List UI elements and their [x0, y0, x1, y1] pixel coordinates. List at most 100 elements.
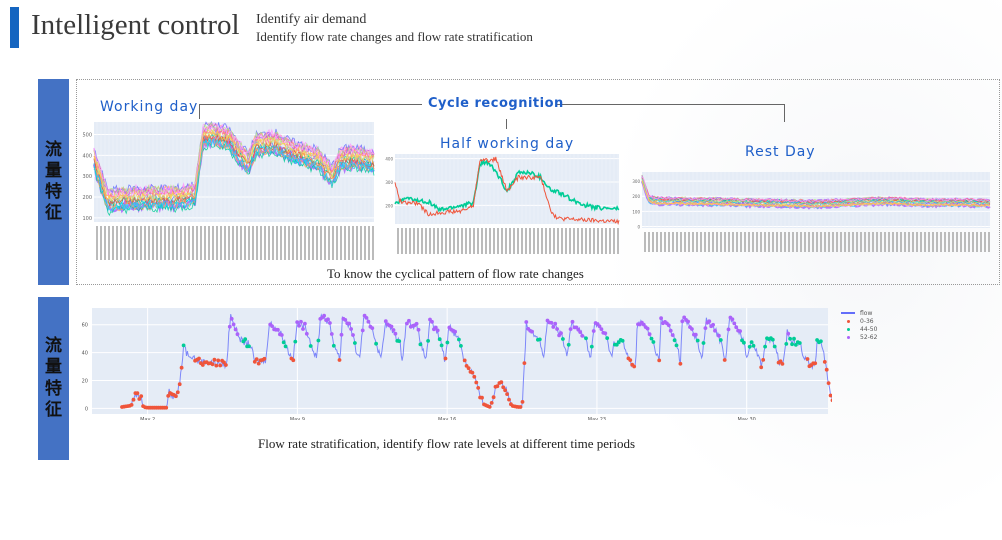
x-tick-label [820, 232, 822, 252]
x-tick-label [892, 232, 894, 252]
marker-52-62 [407, 318, 411, 323]
x-tick-label [553, 228, 555, 254]
x-tick-label [280, 226, 282, 260]
marker-44-50 [437, 337, 442, 342]
x-tick-label [425, 228, 427, 254]
x-tick-label: May 16 [438, 417, 456, 420]
x-tick-label [292, 226, 294, 260]
x-tick-label [316, 226, 318, 260]
section2-caption: Flow rate stratification, identify flow … [258, 436, 635, 451]
marker-52-62 [364, 316, 369, 320]
marker-52-62 [707, 319, 712, 324]
marker-0-36 [780, 362, 785, 366]
marker-0-36 [212, 357, 217, 362]
marker-44-50 [742, 340, 746, 345]
marker-52-62 [717, 333, 721, 338]
x-tick-label [108, 226, 110, 260]
x-tick-label [577, 228, 579, 254]
x-tick-label [168, 226, 170, 260]
y-tick-label: 200 [632, 194, 640, 199]
marker-0-36 [256, 361, 261, 366]
marker-0-36 [505, 392, 509, 396]
subtitle-flow-stratification: Identify flow rate changes and flow rate… [256, 29, 533, 44]
x-tick-label [912, 232, 914, 252]
x-tick-label [300, 226, 302, 260]
marker-0-36 [778, 359, 783, 364]
marker-52-62 [233, 327, 238, 332]
series-line [641, 178, 991, 205]
series-line [641, 174, 991, 202]
x-tick-label [188, 226, 190, 260]
x-tick-label [196, 226, 198, 260]
marker-52-62 [524, 320, 529, 324]
x-tick-label [112, 226, 114, 260]
marker-0-36 [462, 358, 467, 363]
x-tick-label [964, 232, 966, 252]
x-tick-label [848, 232, 850, 252]
x-tick-label [593, 228, 595, 254]
x-tick-label [164, 226, 166, 260]
marker-52-62 [730, 317, 735, 322]
x-tick-label [417, 228, 419, 254]
x-tick-label [513, 228, 515, 254]
x-tick-label [692, 232, 694, 252]
x-tick-label [732, 232, 734, 252]
x-tick-label [473, 228, 475, 254]
marker-44-50 [620, 338, 625, 343]
marker-52-62 [435, 328, 440, 333]
x-tick-label [908, 232, 910, 252]
x-tick-label [405, 228, 407, 254]
marker-0-36 [822, 360, 827, 364]
x-tick-label [344, 226, 346, 260]
marker-44-50 [283, 344, 288, 349]
marker-44-50 [281, 340, 286, 345]
legend-item-0-36[interactable]: 0-36 [840, 317, 877, 325]
marker-0-36 [443, 356, 448, 361]
legend-item-flow[interactable]: flow [840, 309, 877, 317]
bracket-left [199, 104, 422, 119]
marker-0-36 [830, 398, 832, 403]
x-tick-label [776, 232, 778, 252]
section1-side-label: 流 量 特 征 [38, 79, 69, 285]
x-tick-label [288, 226, 290, 260]
x-tick-label [796, 232, 798, 252]
x-tick-label [224, 226, 226, 260]
x-tick-label [613, 228, 615, 254]
subtitle-air-demand: Identify air demand [256, 12, 367, 27]
x-tick-label: May 23 [588, 417, 606, 420]
marker-44-50 [747, 344, 752, 349]
marker-44-50 [784, 342, 789, 346]
x-tick-label [216, 226, 218, 260]
x-tick-label [644, 232, 646, 252]
x-tick-label [864, 232, 866, 252]
marker-52-62 [393, 331, 398, 336]
x-tick-label [688, 232, 690, 252]
x-tick-label [445, 228, 447, 254]
marker-52-62 [322, 313, 326, 318]
x-tick-label [960, 232, 962, 252]
marker-44-50 [788, 336, 792, 341]
x-tick-label [433, 228, 435, 254]
marker-52-62 [734, 325, 739, 330]
marker-0-36 [216, 358, 221, 363]
x-tick-label [784, 232, 786, 252]
marker-52-62 [647, 332, 652, 337]
x-tick-label [244, 226, 246, 260]
y-tick-label: 100 [82, 216, 92, 222]
x-tick-label [228, 226, 230, 260]
marker-52-62 [645, 326, 650, 331]
x-tick-label [240, 226, 242, 260]
x-tick-label [668, 232, 670, 252]
x-tick-label [268, 226, 270, 260]
x-tick-label [180, 226, 182, 260]
x-tick-label [852, 232, 854, 252]
marker-52-62 [270, 324, 274, 328]
legend-item-52-62[interactable]: 52-62 [840, 333, 877, 341]
marker-0-36 [678, 361, 683, 366]
x-tick-label [676, 232, 678, 252]
x-tick-label [712, 232, 714, 252]
x-tick-label [856, 232, 858, 252]
legend-item-44-50[interactable]: 44-50 [840, 325, 877, 333]
x-tick-label [656, 232, 658, 252]
marker-0-36 [761, 358, 766, 362]
